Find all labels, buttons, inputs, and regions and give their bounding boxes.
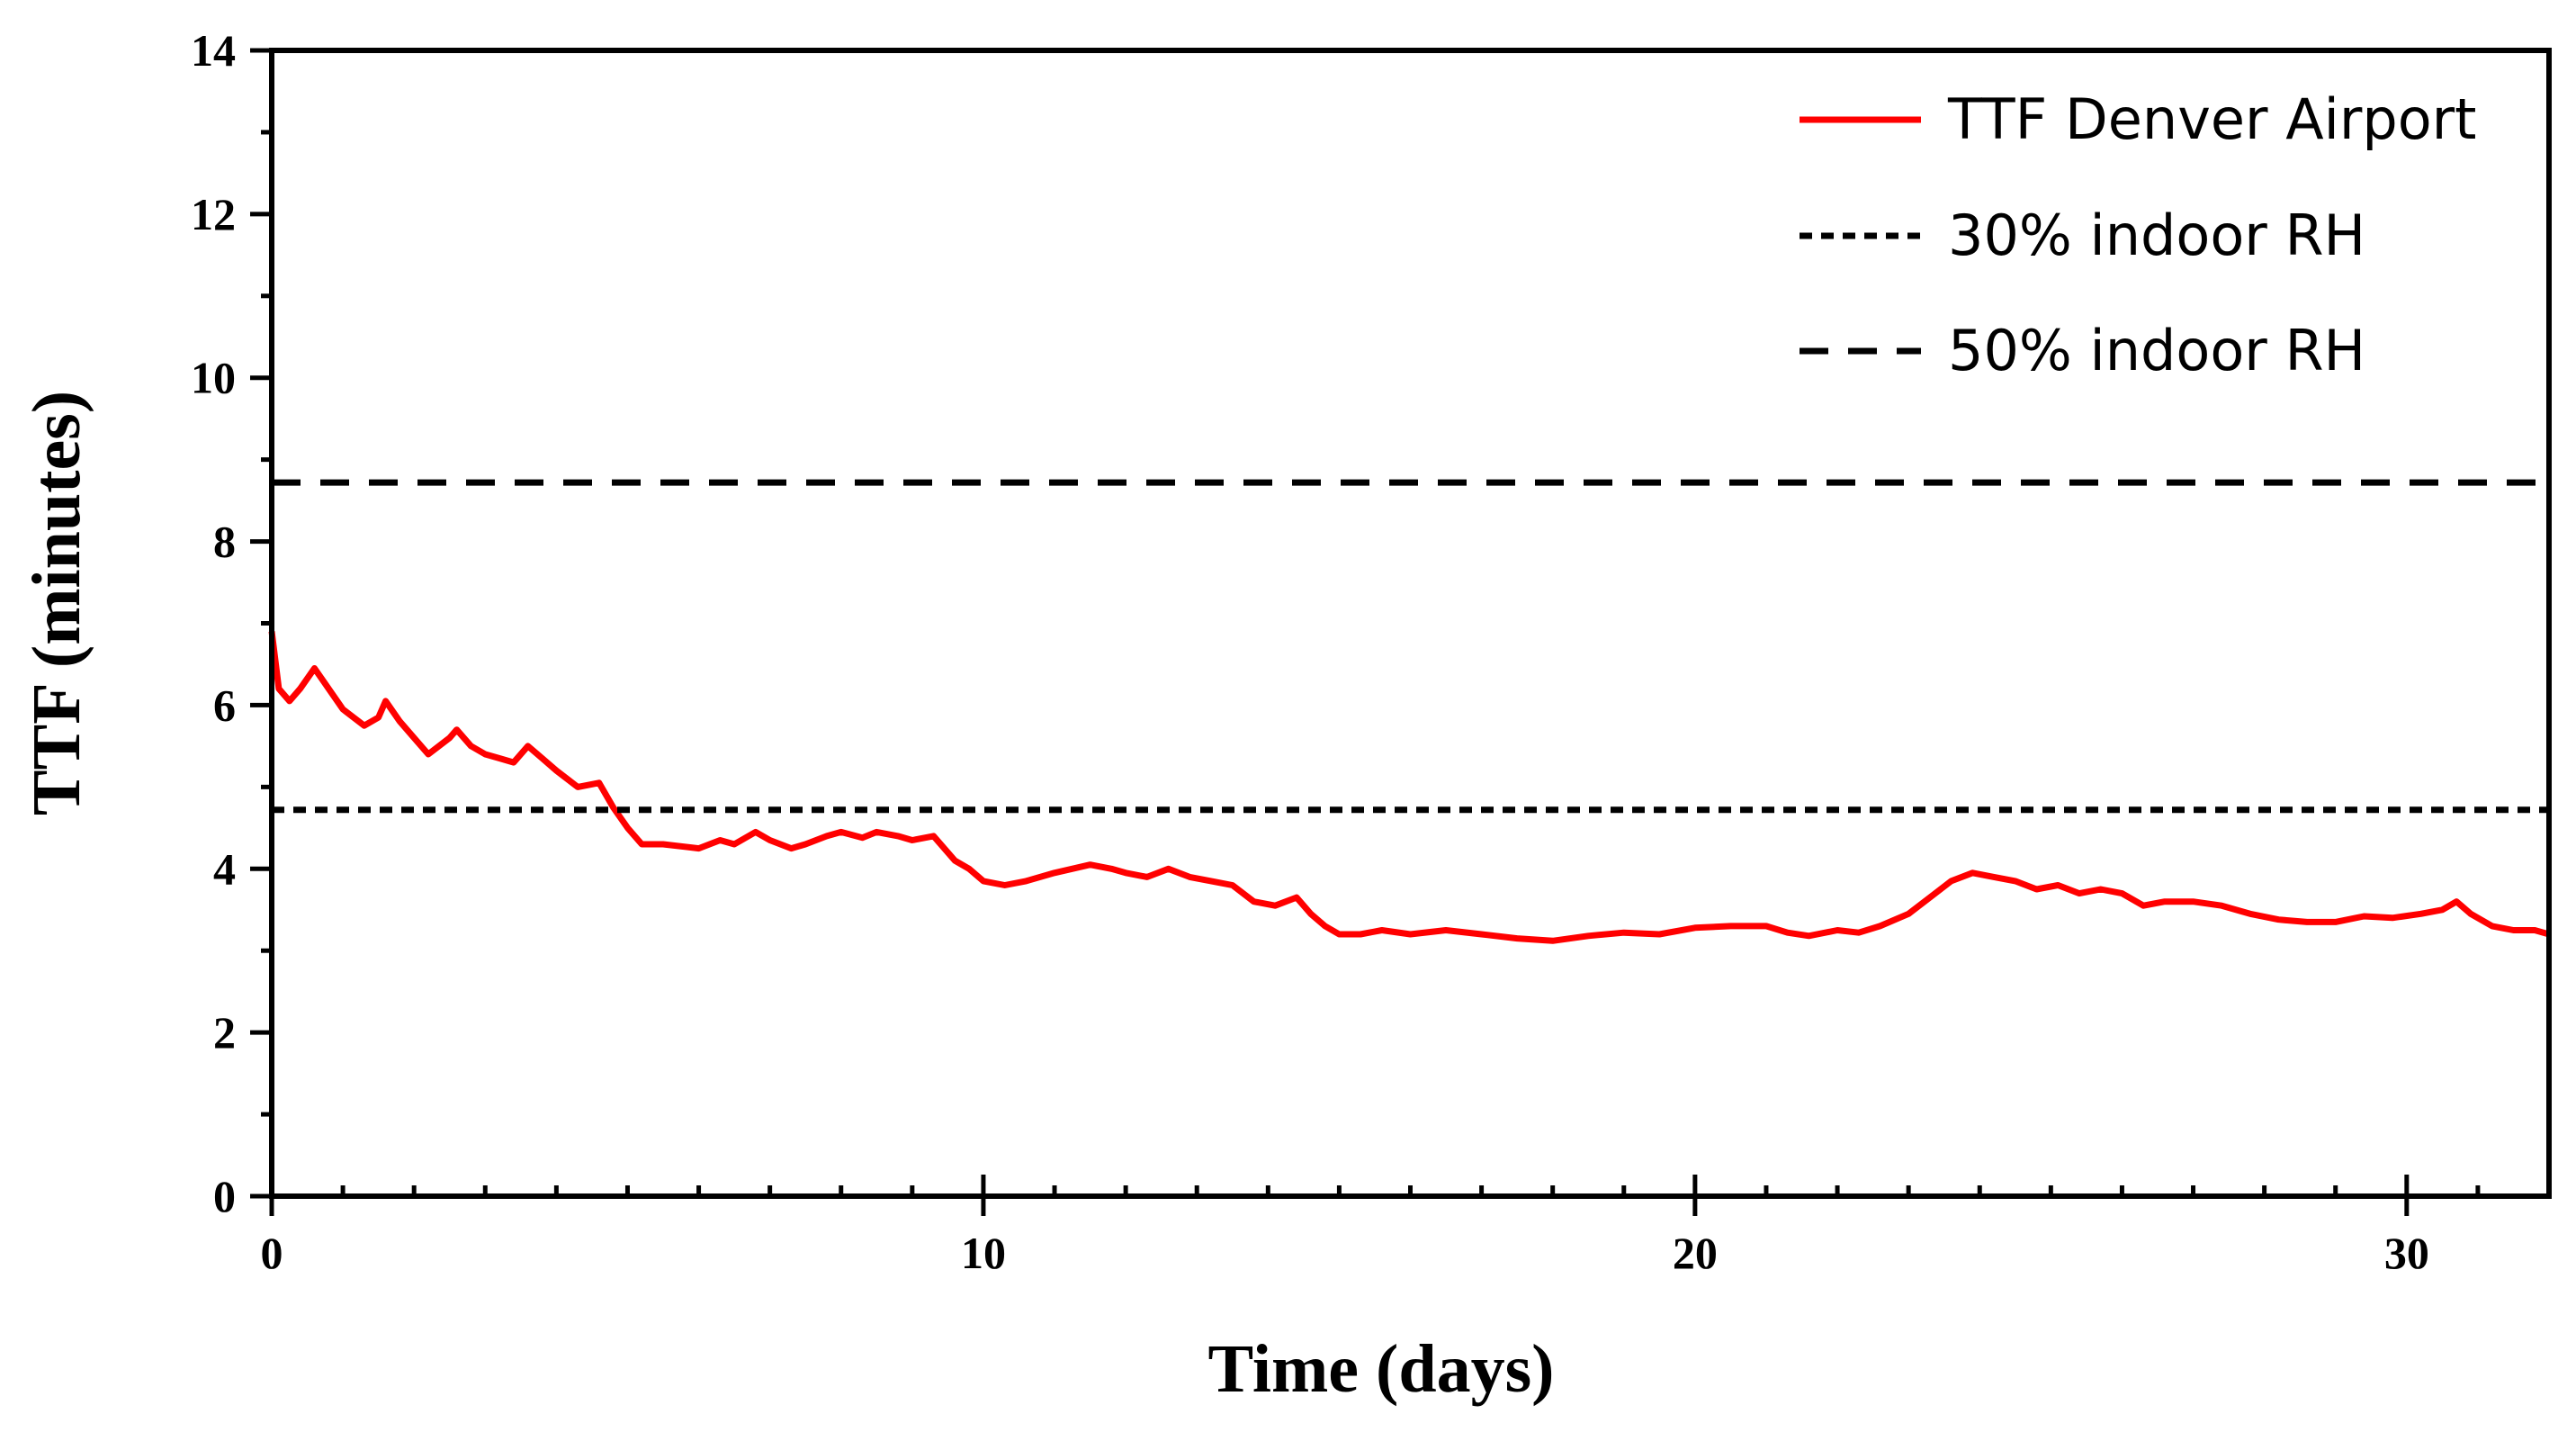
- y-axis-title: TTF (minutes): [19, 391, 94, 815]
- series-line-0: [268, 631, 2550, 944]
- axes: 0 10 20 30 0 2 4 6 8 10 12 14: [191, 25, 2552, 1278]
- legend: TTF Denver Airport 30% indoor RH 50% indoo…: [1800, 86, 2476, 383]
- y-tick-label: 4: [213, 843, 236, 894]
- y-tick-label: 0: [213, 1171, 236, 1221]
- y-tick-label: 14: [191, 25, 236, 76]
- y-tick-label: 2: [213, 1007, 236, 1058]
- legend-label-2: 50% indoor RH: [1948, 318, 2365, 383]
- x-tick-label: 10: [961, 1228, 1006, 1278]
- y-tick-label: 12: [191, 189, 236, 239]
- legend-label-1: 30% indoor RH: [1948, 203, 2365, 268]
- legend-label-0: TTF Denver Airport: [1947, 86, 2476, 152]
- y-tick-label: 10: [191, 353, 236, 403]
- x-tick-label: 0: [261, 1228, 283, 1278]
- y-tick-label: 8: [213, 517, 236, 567]
- x-tick-label: 30: [2384, 1228, 2429, 1278]
- x-tick-label: 20: [1673, 1228, 1718, 1278]
- plot-area: [268, 479, 2550, 944]
- x-axis-title: Time (days): [1208, 1331, 1555, 1407]
- y-tick-label: 6: [213, 680, 236, 730]
